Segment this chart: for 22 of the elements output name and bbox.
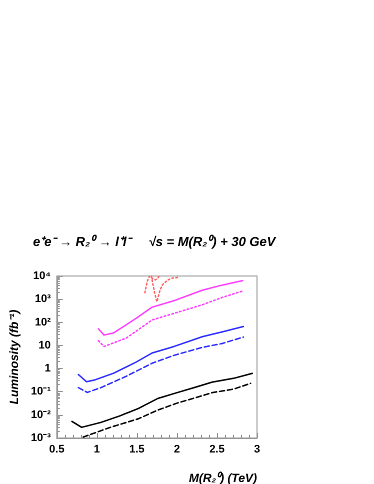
x-tick-label: 1.5 [129, 444, 145, 456]
line-series [78, 336, 244, 394]
line-series [71, 372, 253, 428]
line-series [98, 290, 244, 348]
y-tick-label: 1 [44, 362, 51, 375]
y-tick-label: 10⁻² [30, 408, 52, 421]
x-tick-label: 0.5 [49, 444, 64, 456]
y-tick-label: 10⁴ [33, 270, 51, 282]
line-series [82, 382, 252, 438]
y-tick-label: 10⁻³ [30, 432, 52, 444]
chart-title: e⁺e⁻ → R₂⁰ → l⁺l⁻ √s = M(R₂⁰) + 30 GeV [33, 234, 277, 249]
line-series [98, 280, 244, 336]
y-tick-label: 10 [38, 339, 51, 352]
y-axis-title: Luminosity (fb⁻¹) [7, 310, 21, 404]
y-tick-label: 10³ [34, 293, 52, 306]
x-tick-label: 2 [174, 444, 180, 456]
y-tick-label: 10² [34, 316, 52, 328]
x-tick-label: 1 [94, 444, 100, 456]
x-tick-label: 3 [254, 444, 260, 456]
x-tick-label: 2.5 [209, 444, 225, 456]
line-series [78, 326, 244, 382]
y-tick-label: 10⁻¹ [30, 386, 52, 398]
